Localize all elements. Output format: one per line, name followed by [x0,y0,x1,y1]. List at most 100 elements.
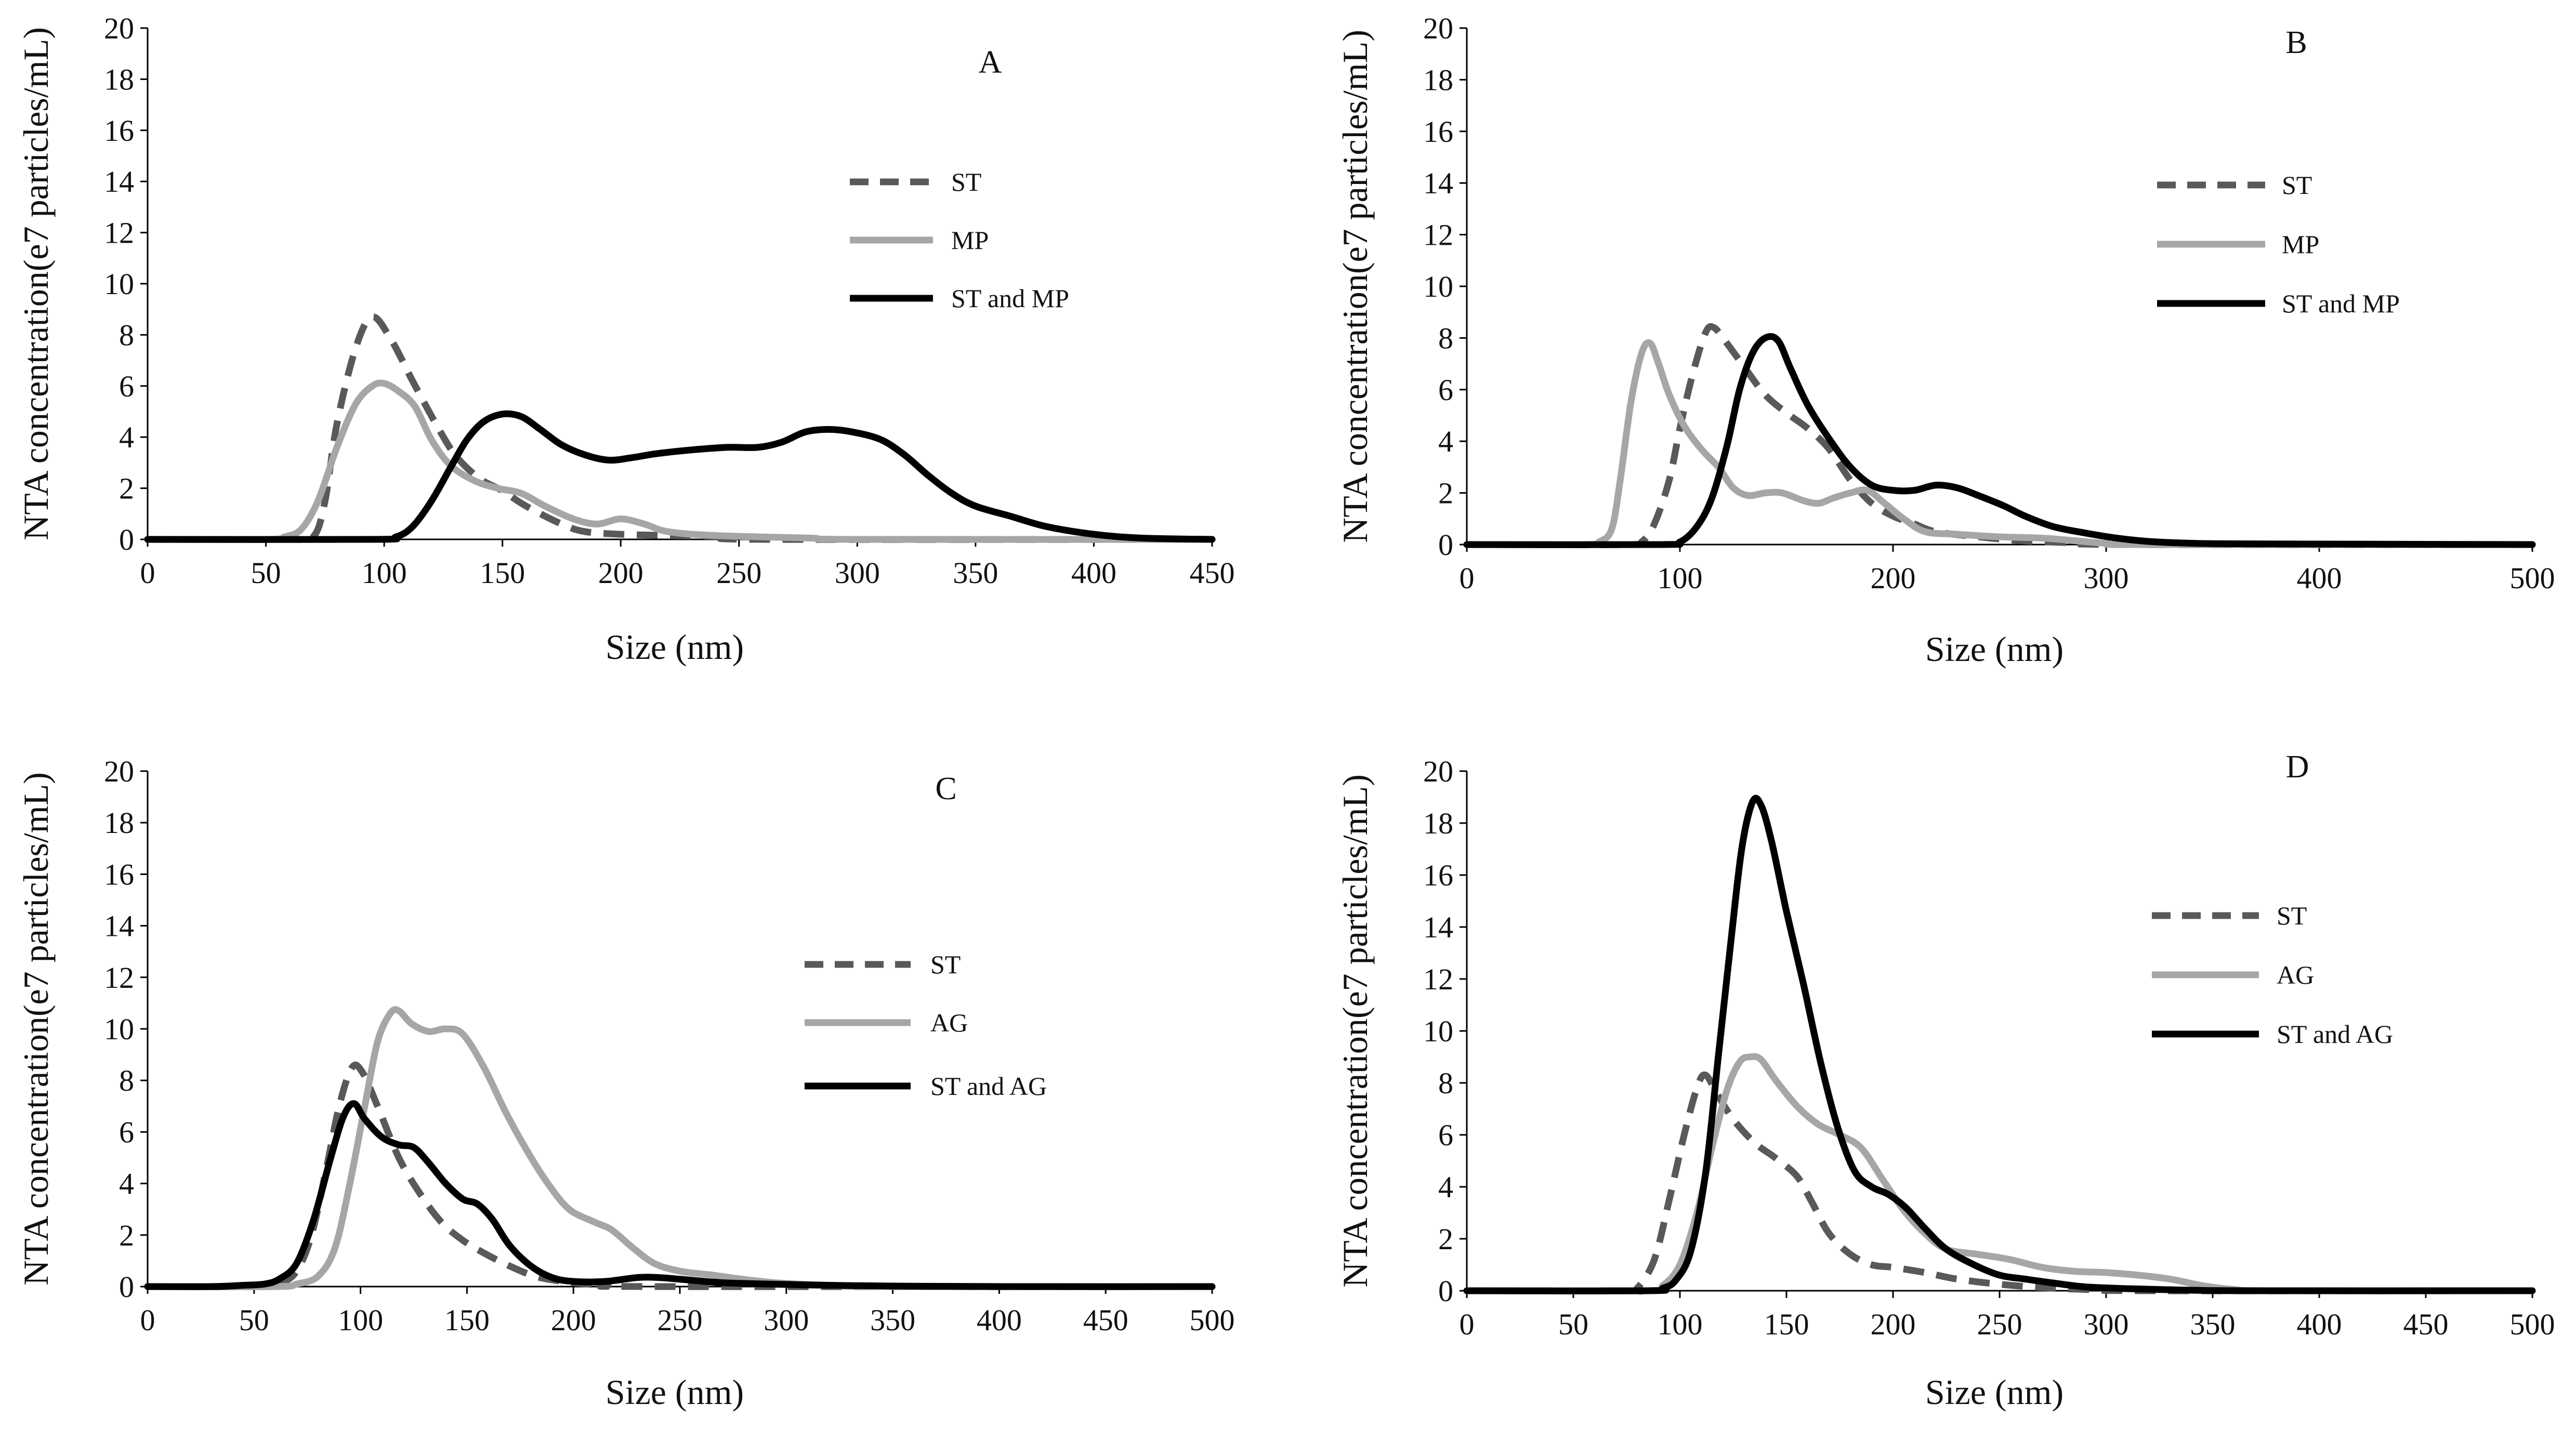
panel-a-y-tick-label: 12 [104,216,134,250]
panel-d-x-tick-label: 200 [1871,1307,1916,1341]
panel-a-y-tick-label: 10 [104,267,134,301]
panel-b-legend: ST MP ST and MP [2157,170,2400,318]
panel-d-y-tick-label: 20 [1423,754,1453,788]
panel-c-y-tick-label: 18 [104,806,134,840]
panel-d-x-tick-label: 100 [1658,1307,1703,1341]
panel-d-y-tick-label: 4 [1438,1170,1453,1204]
panel-a-y-tick-label: 6 [119,369,134,403]
panel-b-y-tick-label: 0 [1438,528,1453,562]
panel-d-y-tick-label: 8 [1438,1066,1453,1100]
panel-c-y-tick-label: 6 [119,1115,134,1149]
panel-d-series-st-and-ag [1463,795,2536,1294]
panel-c-legend-label-st-and-ag: ST and AG [930,1071,1047,1101]
panel-b-y-tick-label: 6 [1438,373,1453,407]
panel-a-y-tick-label: 14 [104,165,134,198]
panel-a-legend-label-mp: MP [951,226,989,255]
panel-a-y-tick-label: 8 [119,318,134,352]
panel-c-legend-label-ag: AG [930,1008,968,1037]
panel-a-x-tick-label: 250 [716,556,761,590]
panel-c-x-axis-title: Size (nm) [606,1372,744,1412]
panel-d-legend-label-st: ST [2277,901,2307,930]
panel-b-x-tick-label: 200 [1871,561,1916,595]
panel-b-x-tick-label: 300 [2084,561,2129,595]
panel-d-legend: ST AG ST and AG [2152,901,2393,1049]
panel-a-y-tick-label: 20 [104,11,134,45]
panel-d-x-tick-label: 350 [2190,1307,2236,1341]
panel-b-x-tick-label: 0 [1460,561,1475,595]
panel-c-y-axis-title: NTA concentration(e7 particles/mL) [16,772,56,1286]
panel-a-x-axis-title: Size (nm) [606,627,744,667]
panel-c-y-tick-label: 10 [104,1012,134,1046]
panel-a-x-tick-label: 50 [251,556,281,590]
panel-b-series-st-and-mp [1463,333,2536,548]
panel-a-y-tick-label: 18 [104,62,134,96]
panel-c-x-tick-label: 150 [444,1303,490,1337]
panel-a-series-mp [144,379,1216,543]
panel-b-y-tick-label: 18 [1423,63,1453,97]
panel-c-y-tick-label: 0 [119,1270,134,1304]
panel-c-y-tick-label: 2 [119,1219,134,1252]
panel-d-x-tick-label: 150 [1764,1307,1809,1341]
panel-b-y-tick-label: 8 [1438,321,1453,355]
panel-c-x-tick-label: 100 [338,1303,383,1337]
panel-b-x-tick-label: 100 [1658,561,1703,595]
panel-b-y-tick-label: 20 [1423,11,1453,45]
panel-c-x-tick-label: 500 [1190,1303,1235,1337]
panel-c-y-tick-label: 14 [104,909,134,943]
panel-d-y-tick-label: 6 [1438,1118,1453,1152]
panel-c-x-tick-label: 0 [140,1303,155,1337]
panel-a-legend-label-st-and-mp: ST and MP [951,284,1069,313]
panel-c-x-tick-label: 250 [658,1303,703,1337]
panel-a-x-tick-label: 100 [362,556,407,590]
panel-b-series-mp [1463,339,2536,548]
panel-c-y-tick-label: 4 [119,1167,134,1201]
panel-d-x-tick-label: 250 [1977,1307,2022,1341]
panel-c-x-tick-label: 200 [551,1303,596,1337]
panel-c-y-tick-label: 8 [119,1064,134,1097]
panel-b-legend-label-st-and-mp: ST and MP [2282,289,2400,318]
panel-a-series-st [147,313,1213,544]
panel-b-y-axis-title: NTA concentration(e7 particles/mL) [1335,30,1375,543]
panel-d-x-tick-label: 300 [2084,1307,2129,1341]
panel-a-x-tick-label: 450 [1190,556,1235,590]
panel-a-legend-label-st: ST [951,167,981,196]
panel-c-x-tick-label: 450 [1083,1303,1128,1337]
panel-b-x-tick-label: 400 [2297,561,2342,595]
panel-c-x-tick-label: 300 [764,1303,809,1337]
panel-a-legend: ST MP ST and MP [850,167,1069,313]
panel-b-x-axis-title: Size (nm) [1925,629,2064,669]
panel-a-y-tick-label: 0 [119,523,134,557]
panel-d-series-ag [1463,1053,2536,1295]
panel-b-y-tick-label: 4 [1438,425,1453,458]
panel-d-y-axis-title: NTA concentration(e7 particles/mL) [1335,774,1375,1288]
panel-c-y-tick-label: 20 [104,754,134,788]
panel-a-y-tick-label: 2 [119,472,134,506]
panel-a-series-st-and-mp [144,410,1216,543]
panel-d-x-tick-label: 400 [2297,1307,2342,1341]
panel-d-x-tick-label: 450 [2403,1307,2449,1341]
panel-c-x-tick-label: 50 [239,1303,269,1337]
panel-a-letter: A [979,45,1002,80]
panel-d-y-tick-label: 0 [1438,1274,1453,1308]
panel-c-legend: ST AG ST and AG [805,950,1047,1101]
panel-b-y-tick-label: 16 [1423,115,1453,149]
panel-a-x-tick-label: 200 [598,556,643,590]
panel-c-legend-label-st: ST [930,950,961,979]
panel-a-x-tick-label: 350 [953,556,998,590]
panel-d-y-tick-label: 16 [1423,858,1453,892]
panel-c-y-tick-label: 12 [104,961,134,995]
panel-b-y-tick-label: 14 [1423,166,1453,200]
panel-d-x-tick-label: 0 [1460,1307,1475,1341]
panel-d-y-tick-label: 2 [1438,1222,1453,1256]
panel-b-letter: B [2285,25,2307,60]
panel-a-x-tick-label: 400 [1071,556,1116,590]
panel-b-y-tick-label: 2 [1438,476,1453,510]
panel-c-y-tick-label: 16 [104,857,134,891]
panel-b-legend-label-mp: MP [2282,230,2319,259]
panel-b-legend-label-st: ST [2282,170,2312,200]
panel-d-x-axis-title: Size (nm) [1925,1372,2064,1412]
